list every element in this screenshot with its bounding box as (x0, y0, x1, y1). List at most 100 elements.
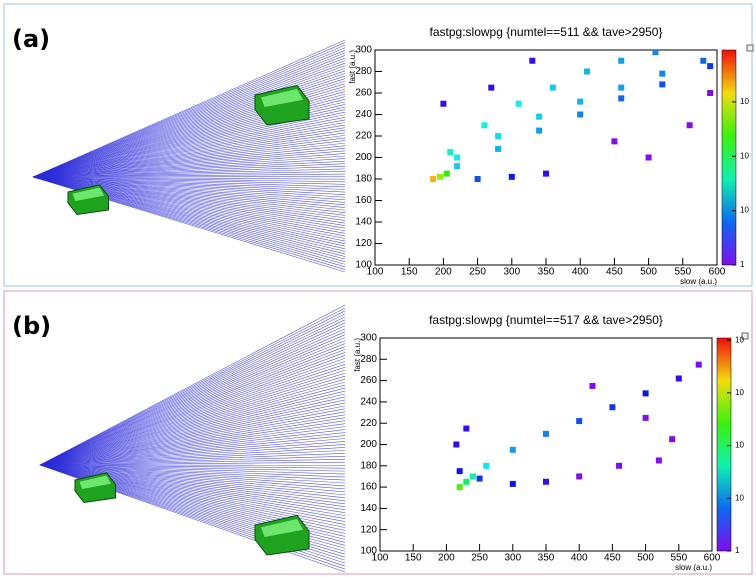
track-line (33, 112, 345, 177)
x-tick-label: 450 (604, 553, 621, 564)
y-tick-label: 100 (360, 546, 377, 557)
palette-box (747, 45, 753, 51)
bin (440, 101, 446, 107)
colorbar-tick-label: 10 (735, 335, 744, 344)
bin (707, 90, 713, 96)
track-line (40, 373, 345, 465)
colorbar (722, 50, 736, 265)
colorbar-tick-label: 1 (735, 546, 740, 555)
bin (618, 85, 624, 91)
x-tick-label: 400 (572, 267, 589, 278)
track-line (40, 370, 345, 465)
figure: (a) fastpg:slowpg {numtel==511 && tave>29… (0, 0, 756, 578)
y-tick-label: 200 (355, 152, 372, 163)
x-tick-label: 250 (471, 553, 488, 564)
y-tick-label: 160 (360, 482, 377, 493)
y-tick-label: 280 (355, 66, 372, 77)
x-tick-label: 550 (670, 553, 687, 564)
bin (543, 171, 549, 177)
bin (696, 362, 702, 368)
y-tick-label: 220 (360, 418, 377, 429)
panel-label: (b) (12, 312, 51, 340)
bin (618, 58, 624, 64)
x-tick-label: 500 (640, 267, 657, 278)
y-tick-label: 100 (355, 260, 372, 271)
bin (584, 69, 590, 75)
x-tick-label: 150 (405, 553, 422, 564)
bin (447, 149, 453, 155)
bin (618, 95, 624, 101)
bin (510, 481, 516, 487)
x-tick-label: 400 (571, 553, 588, 564)
bin (516, 101, 522, 107)
track-line (40, 341, 345, 465)
track-line (40, 344, 345, 465)
panel-label: (a) (12, 25, 50, 53)
x-tick-label: 300 (503, 267, 520, 278)
x-tick-label: 150 (401, 267, 418, 278)
colorbar-tick-label: 1 (740, 260, 745, 269)
bin (616, 463, 622, 469)
track-line (40, 311, 345, 465)
y-tick-label: 140 (355, 217, 372, 228)
bin (470, 473, 476, 479)
colorbar-tick-label: 10 (740, 151, 749, 160)
bin (659, 81, 665, 87)
colorbar (717, 338, 731, 551)
x-tick-label: 250 (469, 267, 486, 278)
bin (453, 442, 459, 448)
y-tick-label: 300 (355, 45, 372, 56)
colorbar-tick-label: 10 (740, 206, 749, 215)
colorbar-tick-label: 10 (735, 441, 744, 450)
y-tick-label: 160 (355, 195, 372, 206)
y-tick-label: 220 (355, 131, 372, 142)
bin (495, 133, 501, 139)
bin (611, 138, 617, 144)
bin (659, 71, 665, 77)
bin (509, 174, 515, 180)
bin (454, 155, 460, 161)
y-tick-label: 240 (360, 397, 377, 408)
bin (676, 375, 682, 381)
colorbar-tick-label: 10 (735, 388, 744, 397)
x-axis-label: slow (a.u.) (675, 563, 712, 572)
y-tick-label: 240 (355, 109, 372, 120)
bin (430, 176, 436, 182)
bin (454, 163, 460, 169)
bin (609, 404, 615, 410)
x-tick-label: 200 (435, 267, 452, 278)
chart-title: fastpg:slowpg {numtel==511 && tave>2950} (430, 25, 663, 39)
x-tick-label: 600 (709, 267, 726, 278)
y-axis-label: fast (a.u.) (353, 338, 362, 372)
y-tick-label: 260 (355, 88, 372, 99)
bin (643, 390, 649, 396)
bin (529, 58, 535, 64)
track-line (40, 352, 345, 465)
colorbar-tick-label: 10 (735, 493, 744, 502)
track-line (40, 323, 345, 465)
bin (463, 426, 469, 432)
track-line (40, 391, 345, 465)
bin (576, 418, 582, 424)
x-tick-label: 300 (504, 553, 521, 564)
bin (463, 479, 469, 485)
bin (488, 85, 494, 91)
bin (457, 484, 463, 490)
bin (536, 128, 542, 134)
bin (669, 436, 675, 442)
track-line (40, 361, 345, 465)
bin (437, 174, 443, 180)
track-line (40, 409, 345, 465)
bin (643, 415, 649, 421)
bin (543, 431, 549, 437)
track-line (40, 305, 345, 465)
y-tick-label: 200 (360, 439, 377, 450)
y-tick-label: 120 (360, 524, 377, 535)
bin (481, 122, 487, 128)
bin (656, 457, 662, 463)
y-tick-label: 300 (360, 333, 377, 344)
bin (652, 49, 658, 55)
y-tick-label: 120 (355, 238, 372, 249)
x-tick-label: 350 (538, 553, 555, 564)
x-tick-label: 500 (637, 553, 654, 564)
